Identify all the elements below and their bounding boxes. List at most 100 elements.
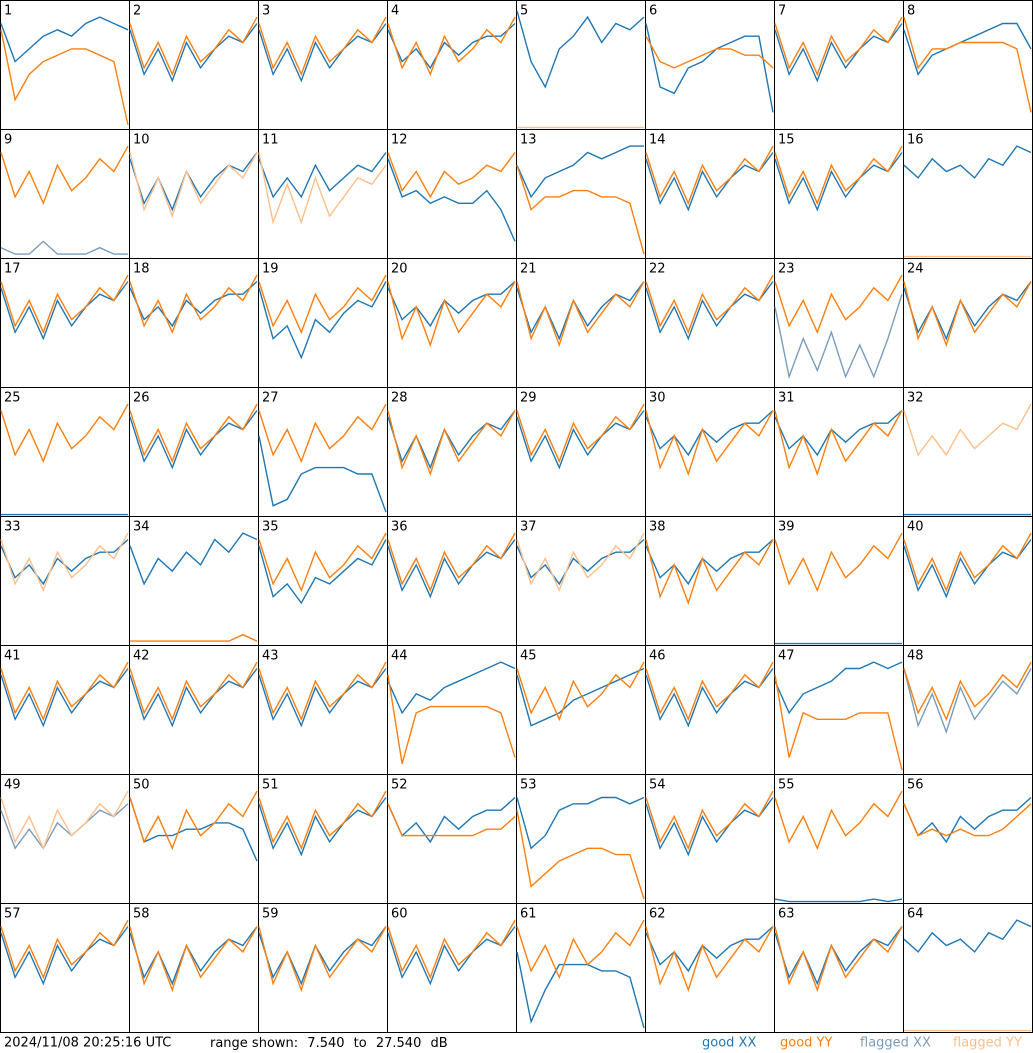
timestamp: 2024/11/08 20:25:16 UTC xyxy=(4,1036,171,1051)
panel-label: 55 xyxy=(778,778,795,793)
xx-spectrum xyxy=(387,926,516,986)
xx-spectrum xyxy=(387,280,516,328)
panel: 60 xyxy=(387,903,517,1033)
panel: 34 xyxy=(129,516,259,646)
panel: 8 xyxy=(903,0,1033,130)
panel-frame xyxy=(516,645,646,775)
panel: 45 xyxy=(516,645,646,775)
yy-spectrum xyxy=(0,274,129,335)
yy-spectrum xyxy=(129,16,258,77)
panel-label: 10 xyxy=(133,133,150,148)
panel-frame xyxy=(258,0,388,130)
panel-label: 21 xyxy=(520,262,537,277)
xx-spectrum xyxy=(258,23,387,83)
range-sep: to xyxy=(354,1036,367,1051)
panel-label: 34 xyxy=(133,520,150,535)
panel-frame xyxy=(645,774,775,904)
panel-label: 15 xyxy=(778,133,795,148)
yy-spectrum xyxy=(387,803,516,837)
yy-spectrum xyxy=(387,152,516,199)
panel-frame xyxy=(516,387,646,517)
panel-frame xyxy=(387,258,517,388)
panel-label: 53 xyxy=(520,778,537,793)
xx-spectrum xyxy=(903,145,1032,179)
xx-spectrum xyxy=(774,661,903,715)
panel: 50 xyxy=(129,774,259,904)
panel: 32 xyxy=(903,387,1033,517)
panel-frame xyxy=(774,516,904,646)
panel: 6 xyxy=(645,0,775,130)
panel-frame xyxy=(0,645,130,775)
panel: 23 xyxy=(774,258,904,388)
panel-label: 61 xyxy=(520,907,537,922)
xx-spectrum xyxy=(0,926,129,986)
panel-frame xyxy=(903,903,1033,1033)
panel-frame xyxy=(0,903,130,1033)
panel-frame xyxy=(129,0,259,130)
yy-spectrum xyxy=(129,274,258,335)
panel: 31 xyxy=(774,387,904,517)
panel-label: 11 xyxy=(262,133,279,148)
panel-label: 64 xyxy=(907,907,924,922)
xx-spectrum xyxy=(258,152,387,199)
panel: 19 xyxy=(258,258,388,388)
panel-label: 63 xyxy=(778,907,795,922)
panel-frame xyxy=(387,903,517,1033)
panel-label: 3 xyxy=(262,4,270,19)
xx-spectrum xyxy=(0,240,128,255)
panel-frame xyxy=(516,903,646,1033)
panel-label: 54 xyxy=(649,778,666,793)
yy-spectrum xyxy=(130,633,258,642)
yy-spectrum xyxy=(258,274,387,335)
panel: 2 xyxy=(129,0,259,130)
panel-label: 35 xyxy=(262,520,279,535)
xx-spectrum xyxy=(516,410,645,470)
yy-spectrum xyxy=(0,532,129,593)
panel-label: 58 xyxy=(133,907,150,922)
xx-spectrum xyxy=(516,145,644,199)
panel: 37 xyxy=(516,516,646,646)
panel: 7 xyxy=(774,0,904,130)
panel-label: 22 xyxy=(649,262,666,277)
panel: 26 xyxy=(129,387,259,517)
yy-spectrum xyxy=(258,790,387,851)
panel: 61 xyxy=(516,903,646,1033)
xx-spectrum xyxy=(645,23,774,113)
panel-frame xyxy=(0,129,130,259)
xx-spectrum xyxy=(774,293,903,380)
panel-label: 49 xyxy=(4,778,21,793)
yy-spectrum xyxy=(645,926,774,993)
panel: 13 xyxy=(516,129,646,259)
panel: 12 xyxy=(387,129,517,259)
panel-frame xyxy=(774,774,904,904)
panel-frame xyxy=(903,645,1033,775)
panel-frame xyxy=(0,516,130,646)
panel: 51 xyxy=(258,774,388,904)
panel: 55 xyxy=(774,774,904,904)
yy-spectrum xyxy=(129,403,258,464)
legend-entry: flagged YY xyxy=(953,1036,1022,1051)
panel-label: 31 xyxy=(778,391,795,406)
yy-spectrum xyxy=(516,661,645,722)
yy-spectrum xyxy=(645,539,774,606)
yy-spectrum xyxy=(516,403,645,464)
range-unit: dB xyxy=(431,1036,448,1051)
panel-label: 28 xyxy=(391,391,408,406)
legend-entry: good YY xyxy=(780,1036,832,1051)
panel-label: 27 xyxy=(262,391,279,406)
xx-spectrum xyxy=(0,16,129,63)
panel: 25 xyxy=(0,387,130,517)
xx-spectrum xyxy=(903,281,1032,341)
xx-spectrum xyxy=(516,281,645,341)
panel-label: 56 xyxy=(907,778,924,793)
xx-spectrum xyxy=(0,803,129,850)
xx-spectrum xyxy=(387,158,516,242)
yy-spectrum xyxy=(258,926,387,993)
panel-label: 44 xyxy=(391,649,408,664)
panel-label: 7 xyxy=(778,4,786,19)
xx-spectrum xyxy=(129,926,258,986)
panel-frame xyxy=(0,774,130,904)
panel: 4 xyxy=(387,0,517,130)
panel-label: 46 xyxy=(649,649,666,664)
range-prefix: range shown: xyxy=(210,1036,298,1051)
